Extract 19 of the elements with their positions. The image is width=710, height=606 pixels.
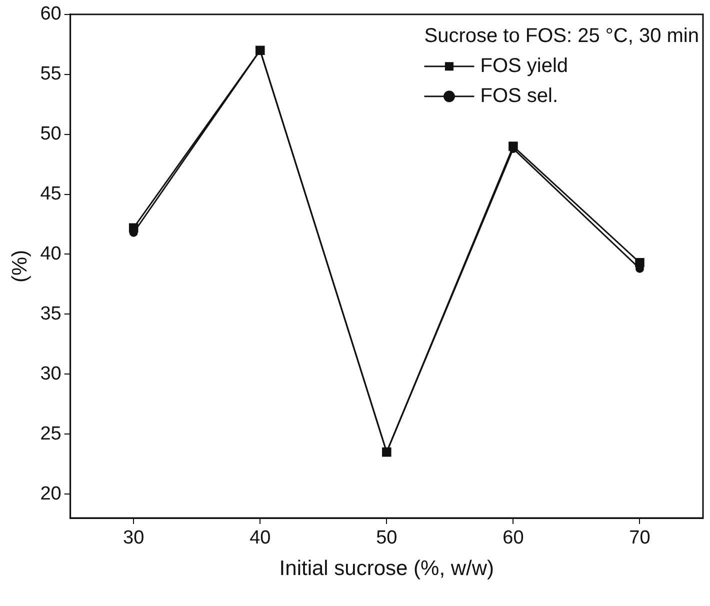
y-tick-label: 55 bbox=[40, 64, 62, 85]
x-tick-label: 40 bbox=[250, 528, 271, 549]
x-axis-title: Initial sucrose (%, w/w) bbox=[279, 557, 494, 580]
y-tick-label: 30 bbox=[40, 363, 62, 384]
x-tick-label: 70 bbox=[629, 528, 650, 549]
y-tick-label: 20 bbox=[40, 483, 62, 504]
y-tick-label: 25 bbox=[40, 423, 62, 444]
legend-label: FOS yield bbox=[480, 54, 568, 77]
y-tick-label: 40 bbox=[40, 243, 62, 264]
x-tick-label: 50 bbox=[376, 528, 398, 549]
legend-label: FOS sel. bbox=[480, 84, 558, 107]
y-axis-title: (%) bbox=[8, 250, 32, 283]
y-tick-label: 45 bbox=[40, 183, 62, 204]
legend-title: Sucrose to FOS: 25 °C, 30 min bbox=[424, 24, 700, 47]
x-tick-label: 60 bbox=[502, 528, 524, 549]
y-tick-label: 60 bbox=[40, 4, 62, 25]
x-tick-label: 30 bbox=[123, 528, 144, 549]
y-tick-label: 35 bbox=[40, 303, 62, 324]
y-tick-label: 50 bbox=[40, 124, 62, 145]
